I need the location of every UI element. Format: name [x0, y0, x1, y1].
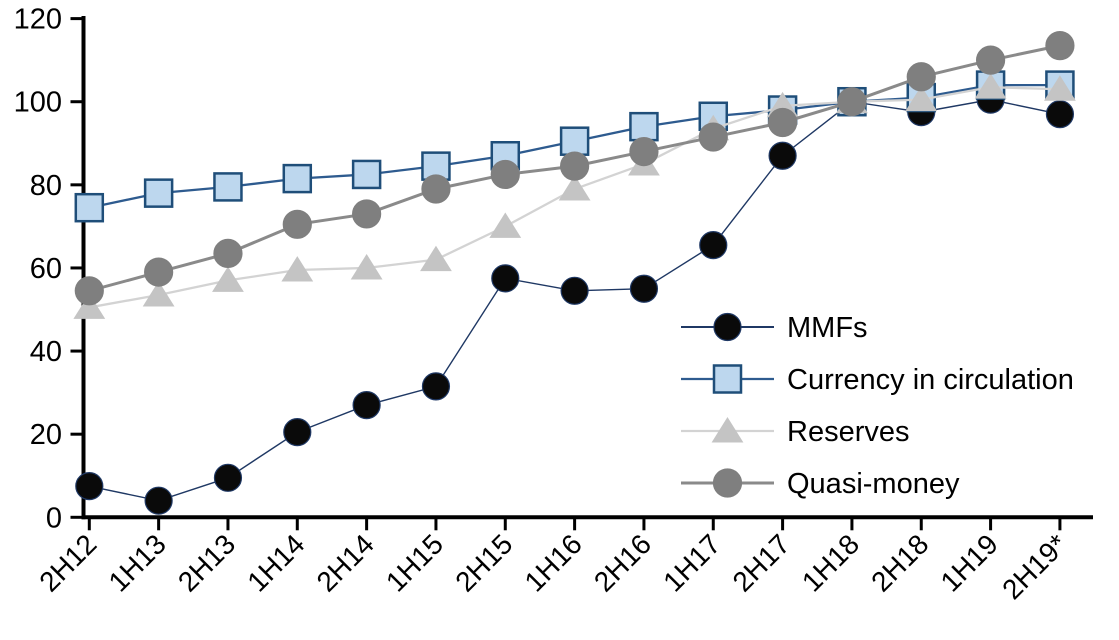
currency-in-circulation-legend-marker [712, 364, 743, 394]
mmfs-marker [560, 276, 589, 305]
y-tick-label: 40 [30, 336, 62, 368]
y-tick-label: 80 [30, 170, 62, 202]
quasi-money-marker [352, 199, 382, 229]
reserves-marker [558, 175, 591, 201]
reserves-legend-marker [711, 417, 744, 443]
mmfs-marker [213, 463, 243, 492]
legend-label: Currency in circulation [787, 364, 1074, 396]
x-tick-label: 2H18 [865, 528, 934, 597]
legend-item-currency-in-circulation: Currency in circulation [681, 364, 1074, 396]
reserves-marker [142, 281, 175, 307]
currency-in-circulation-marker [282, 163, 313, 194]
legend-label: MMFs [787, 312, 868, 344]
mmfs-legend-marker [713, 312, 742, 342]
x-tick-label: 2H14 [311, 528, 380, 597]
legend-label: Reserves [787, 416, 910, 448]
x-tick-label: 1H13 [103, 528, 172, 597]
x-tick-label: 1H17 [657, 528, 726, 597]
y-tick-label: 120 [14, 4, 62, 36]
quasi-money-marker [975, 45, 1006, 75]
mmfs-marker [629, 274, 659, 303]
quasi-money-marker [213, 238, 243, 269]
reserves-marker [212, 266, 244, 292]
reserves-marker [73, 293, 106, 319]
reserves-marker [281, 256, 314, 282]
y-tick-label: 100 [14, 87, 62, 119]
mmfs-marker [1045, 100, 1075, 129]
legend-label: Quasi-money [787, 468, 960, 500]
reserves-marker [350, 254, 383, 280]
quasi-money-marker [421, 174, 451, 204]
reserves-marker [420, 245, 452, 272]
reserves-marker [905, 85, 938, 112]
axes [81, 16, 1093, 520]
reserves-marker [489, 212, 522, 238]
mmfs-marker [768, 141, 797, 170]
quasi-money-marker [767, 107, 798, 138]
legend-item-quasi-money: Quasi-money [681, 468, 960, 500]
mmfs-marker [144, 486, 173, 515]
x-tick-label: 1H16 [519, 528, 588, 597]
quasi-money-marker [490, 159, 520, 190]
mmfs-marker [491, 264, 520, 293]
quasi-money-legend-marker [712, 468, 743, 498]
x-tick-label: 1H18 [796, 528, 865, 597]
x-axis-ticks: 2H12 1H13 2H13 1H14 2H14 1H15 2H15 1H16 2H16 1H17… [33, 517, 1073, 605]
y-axis-ticks: 0 20 40 60 80 100 120 [14, 4, 84, 534]
currency-in-circulation-marker [629, 111, 659, 142]
quasi-money-marker [698, 122, 728, 152]
y-tick-label: 60 [30, 253, 62, 285]
quasi-money-marker [837, 87, 867, 117]
reserves-marker [1044, 75, 1076, 101]
x-tick-label: 2H15 [449, 528, 518, 597]
x-tick-label: 1H14 [241, 528, 310, 597]
x-tick-label: 2H16 [588, 528, 657, 597]
currency-in-circulation-marker [74, 192, 105, 223]
mmfs-marker [421, 372, 451, 401]
currency-in-circulation-marker [143, 178, 174, 208]
mmfs-marker [699, 230, 728, 260]
y-tick-label: 0 [46, 502, 62, 534]
quasi-money-marker [74, 276, 104, 306]
mmfs-marker [283, 418, 312, 447]
mmfs-marker [352, 390, 381, 420]
quasi-money-marker [560, 151, 590, 181]
x-tick-label: 2H17 [727, 528, 796, 597]
currency-in-circulation-marker [559, 126, 590, 156]
mmfs-marker [75, 472, 104, 501]
quasi-money-marker [144, 257, 174, 287]
currency-in-circulation-marker [213, 172, 243, 202]
legend-item-reserves: Reserves [681, 416, 910, 448]
quasi-money-marker [282, 209, 312, 239]
legend: MMFs Currency in circulation Reserves Quasi… [681, 312, 1074, 500]
x-tick-label: 2H13 [172, 528, 241, 597]
series-quasi-money [74, 31, 1075, 306]
quasi-money-marker [629, 136, 659, 167]
quasi-money-marker [1045, 31, 1075, 61]
y-tick-label: 20 [30, 419, 62, 451]
x-tick-label: 2H12 [33, 528, 102, 597]
legend-item-mmfs: MMFs [681, 312, 868, 344]
reserves-marker [974, 73, 1007, 99]
x-tick-label: 1H15 [380, 528, 449, 597]
quasi-money-marker [906, 62, 936, 92]
x-tick-label: 2H19* [996, 528, 1073, 605]
currency-in-circulation-marker [351, 159, 382, 190]
series-mmfs [75, 85, 1075, 515]
x-tick-label: 1H19 [935, 528, 1004, 597]
